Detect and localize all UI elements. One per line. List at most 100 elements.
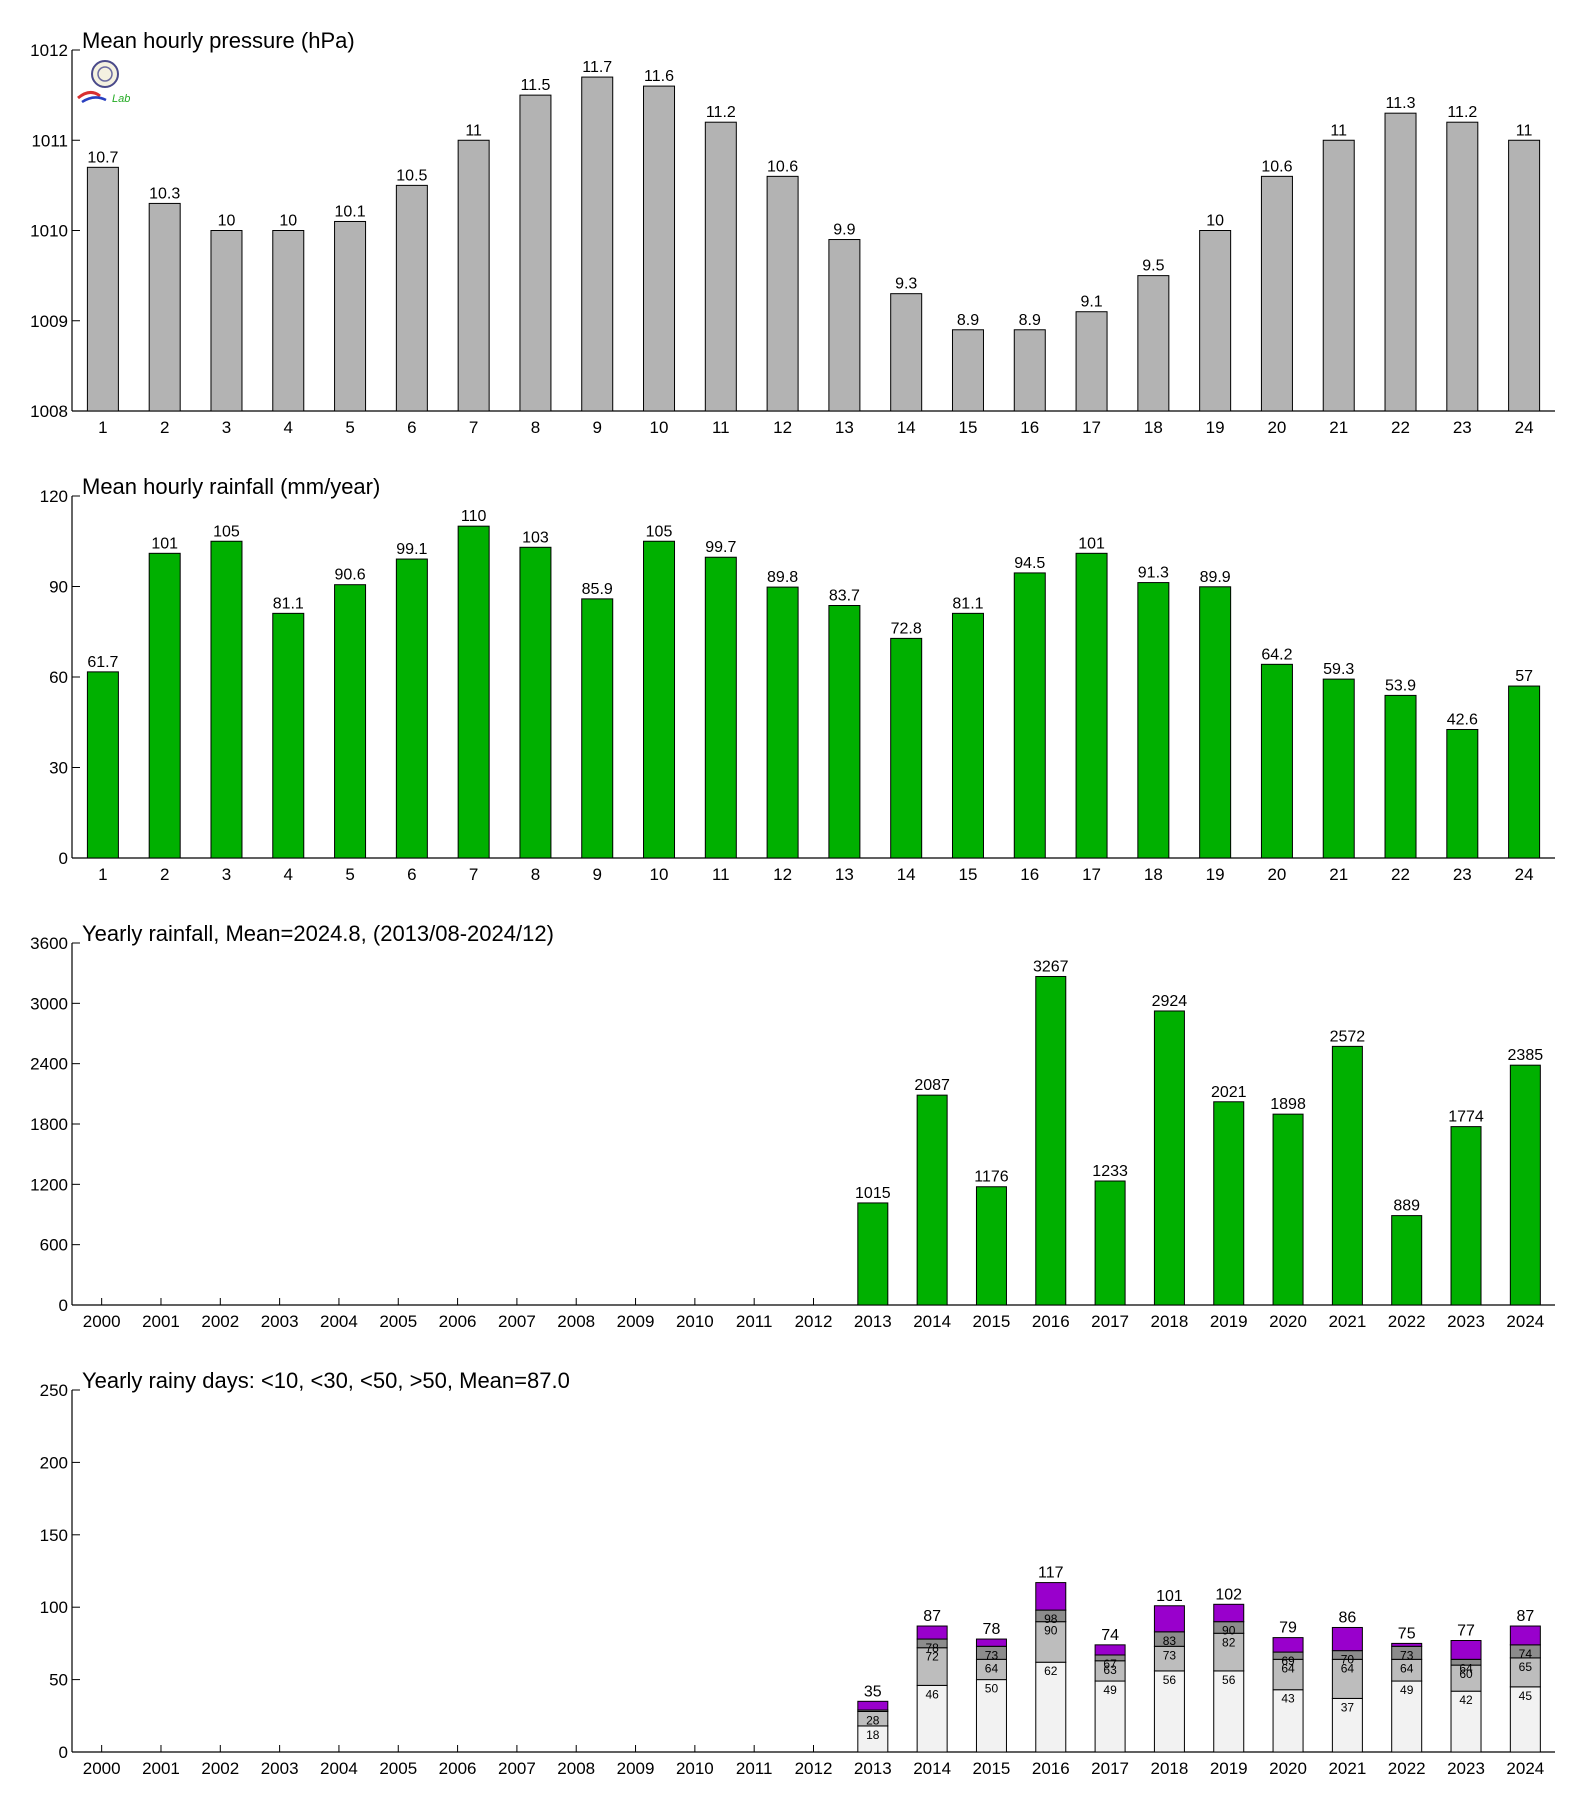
bar-value-label: 89.8 <box>767 569 798 586</box>
bar-value-label: 101 <box>1078 535 1105 552</box>
x-tick-label: 2004 <box>320 1312 358 1331</box>
bar-segment <box>1213 1603 1245 1623</box>
bar <box>828 605 861 859</box>
y-tick-label: 30 <box>49 759 68 778</box>
bar <box>1508 685 1541 859</box>
bar-total-label: 78 <box>983 1621 1001 1638</box>
x-tick-label: 2000 <box>83 1312 121 1331</box>
x-tick-label: 2001 <box>142 1759 180 1778</box>
bar-value-label: 72.8 <box>891 620 922 637</box>
x-tick-label: 2007 <box>498 1312 536 1331</box>
y-tick-label: 150 <box>40 1526 68 1545</box>
x-tick-label: 2009 <box>617 1312 655 1331</box>
bar-value-label: 83.7 <box>829 588 860 605</box>
bar <box>828 239 861 412</box>
bar-value-label: 8.9 <box>957 312 979 329</box>
segment-value-label: 90 <box>1222 1624 1236 1638</box>
segment-value-label: 64 <box>1341 1661 1355 1675</box>
y-tick-label: 2400 <box>30 1055 68 1074</box>
bar <box>1260 663 1293 859</box>
bar <box>1508 139 1541 412</box>
x-tick-label: 23 <box>1453 418 1472 437</box>
bar <box>334 584 367 859</box>
bar-segment <box>1153 1645 1185 1672</box>
bar-value-label: 10.5 <box>396 167 427 184</box>
x-tick-label: 2012 <box>795 1759 833 1778</box>
bar <box>951 612 984 859</box>
x-tick-label: 2020 <box>1269 1759 1307 1778</box>
x-tick-label: 22 <box>1391 418 1410 437</box>
bar <box>148 552 181 859</box>
y-tick-label: 0 <box>59 849 68 868</box>
x-tick-label: 2003 <box>261 1759 299 1778</box>
bar <box>210 230 243 412</box>
x-tick-label: 2016 <box>1032 1759 1070 1778</box>
x-tick-label: 9 <box>592 865 601 884</box>
segment-value-label: 28 <box>866 1713 880 1727</box>
segment-value-label: 45 <box>1519 1689 1533 1703</box>
bar-value-label: 42.6 <box>1447 711 1478 728</box>
bar-segment <box>1391 1680 1423 1753</box>
x-tick-label: 2021 <box>1328 1759 1366 1778</box>
bar <box>86 671 119 859</box>
bar <box>581 598 614 859</box>
bar-value-label: 57 <box>1515 668 1533 685</box>
x-tick-label: 2008 <box>557 1759 595 1778</box>
segment-value-label: 63 <box>1103 1663 1117 1677</box>
x-tick-label: 19 <box>1206 865 1225 884</box>
bar-total-label: 77 <box>1457 1623 1475 1640</box>
bar-segment <box>1153 1605 1185 1633</box>
segment-value-label: 60 <box>1459 1667 1473 1681</box>
x-tick-label: 2015 <box>973 1312 1011 1331</box>
bar-value-label: 9.3 <box>895 276 917 293</box>
bar-segment <box>1213 1632 1245 1672</box>
y-tick-label: 3000 <box>30 994 68 1013</box>
x-tick-label: 2022 <box>1388 1759 1426 1778</box>
x-tick-label: 2020 <box>1269 1312 1307 1331</box>
x-tick-label: 2006 <box>439 1759 477 1778</box>
segment-value-label: 73 <box>1400 1648 1414 1662</box>
y-tick-label: 120 <box>40 487 68 506</box>
bar-segment <box>975 1638 1007 1647</box>
chart-panel-2: Mean hourly rainfall (mm/year)0306090120… <box>40 474 1555 884</box>
bar-segment <box>1094 1680 1126 1753</box>
bar <box>1013 329 1046 412</box>
bar-segment <box>1331 1626 1363 1652</box>
bar-value-label: 81.1 <box>952 595 983 612</box>
bar-value-label: 2385 <box>1508 1047 1544 1064</box>
bar <box>1075 552 1108 859</box>
bar-value-label: 10.1 <box>334 203 365 220</box>
bar <box>1035 975 1067 1306</box>
chart-title: Yearly rainfall, Mean=2024.8, (2013/08-2… <box>82 921 554 946</box>
segment-value-label: 56 <box>1222 1673 1236 1687</box>
y-tick-label: 600 <box>40 1236 68 1255</box>
x-tick-label: 2018 <box>1151 1312 1189 1331</box>
x-tick-label: 24 <box>1515 418 1534 437</box>
bar-segment <box>1272 1637 1304 1653</box>
bar-total-label: 87 <box>923 1608 941 1625</box>
bar-value-label: 2087 <box>914 1077 950 1094</box>
bar-segment <box>1331 1658 1363 1699</box>
segment-value-label: 98 <box>1044 1612 1058 1626</box>
y-tick-label: 1008 <box>30 402 68 421</box>
bar-value-label: 99.7 <box>705 539 736 556</box>
bar-value-label: 59.3 <box>1323 661 1354 678</box>
bar-value-label: 11.6 <box>644 68 674 85</box>
segment-value-label: 49 <box>1103 1683 1117 1697</box>
bar-value-label: 105 <box>213 523 240 540</box>
segment-value-label: 62 <box>1044 1664 1058 1678</box>
bar-value-label: 2572 <box>1330 1028 1366 1045</box>
segment-value-label: 64 <box>1281 1661 1295 1675</box>
x-tick-label: 14 <box>897 418 916 437</box>
bar <box>1331 1045 1363 1306</box>
lab-logo: Lab <box>76 58 134 108</box>
bar-segment <box>1094 1644 1126 1656</box>
bar <box>1384 112 1417 412</box>
y-tick-label: 0 <box>59 1743 68 1762</box>
bar-total-label: 79 <box>1279 1620 1297 1637</box>
x-tick-label: 2014 <box>913 1759 951 1778</box>
bar-value-label: 889 <box>1393 1198 1420 1215</box>
segment-value-label: 73 <box>1163 1648 1177 1662</box>
x-tick-label: 24 <box>1515 865 1534 884</box>
x-tick-label: 16 <box>1020 418 1039 437</box>
